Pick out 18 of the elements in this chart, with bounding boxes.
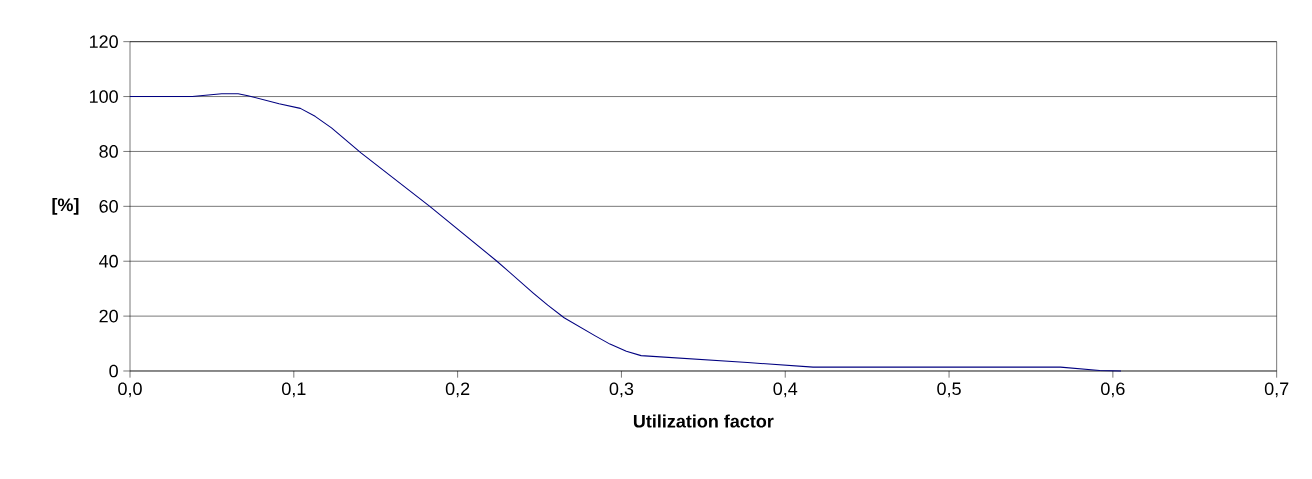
y-tick-label: 40 <box>99 254 118 268</box>
x-tick-label: 0,4 <box>773 382 798 398</box>
x-tick-label: 0,2 <box>445 382 470 398</box>
x-tick-label: 0,0 <box>118 382 142 398</box>
x-tick-label: 0,7 <box>1264 382 1289 398</box>
x-tick-label: 0,6 <box>1101 382 1125 398</box>
y-tick-label: 120 <box>89 35 118 49</box>
x-tick-label: 0,5 <box>937 382 961 398</box>
x-axis-title: Utilization factor <box>633 414 774 428</box>
x-tick-label: 0,3 <box>609 382 634 398</box>
x-tick-label: 0,1 <box>282 382 306 398</box>
y-tick-label: 100 <box>89 90 118 103</box>
y-axis-title: [%] <box>52 197 79 215</box>
y-tick-label: 80 <box>99 145 118 158</box>
line-series <box>129 93 1122 372</box>
y-tick-label: 60 <box>99 199 118 213</box>
y-tick-label: 0 <box>109 364 118 378</box>
y-tick-label: 20 <box>99 309 118 323</box>
